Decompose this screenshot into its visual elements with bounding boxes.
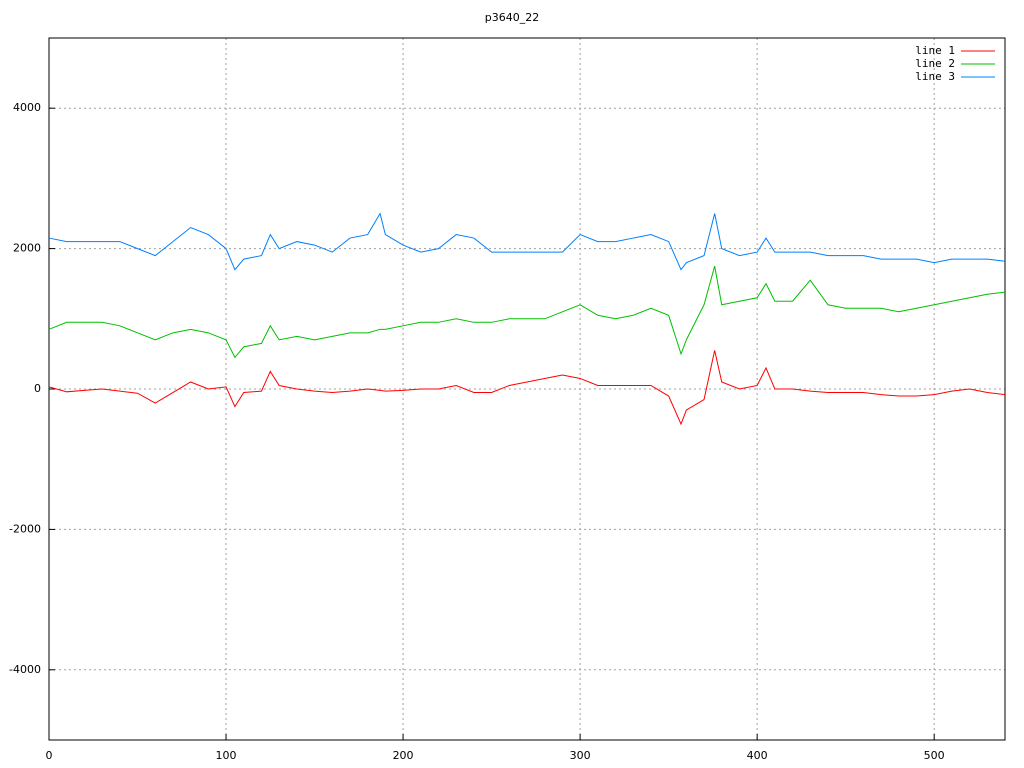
y-tick-label: -4000: [9, 663, 41, 676]
x-tick-label: 0: [46, 749, 53, 762]
chart-title: p3640_22: [485, 11, 539, 24]
x-tick-label: 500: [924, 749, 945, 762]
data-line: [48, 350, 1006, 426]
x-tick-label: 300: [570, 749, 591, 762]
x-tick-label: 100: [216, 749, 237, 762]
x-tick-label: 400: [747, 749, 768, 762]
data-line: [48, 212, 1006, 271]
y-tick-label: 4000: [13, 101, 41, 114]
plot-border: [48, 37, 1006, 741]
y-tick-label: 2000: [13, 242, 41, 255]
y-tick-label: -2000: [9, 522, 41, 535]
legend-label: line 2: [915, 57, 955, 70]
legend-label: line 3: [915, 70, 955, 83]
legend-label: line 1: [915, 44, 955, 57]
y-tick-label: 0: [34, 382, 41, 395]
data-line: [48, 266, 1006, 359]
x-tick-label: 200: [393, 749, 414, 762]
